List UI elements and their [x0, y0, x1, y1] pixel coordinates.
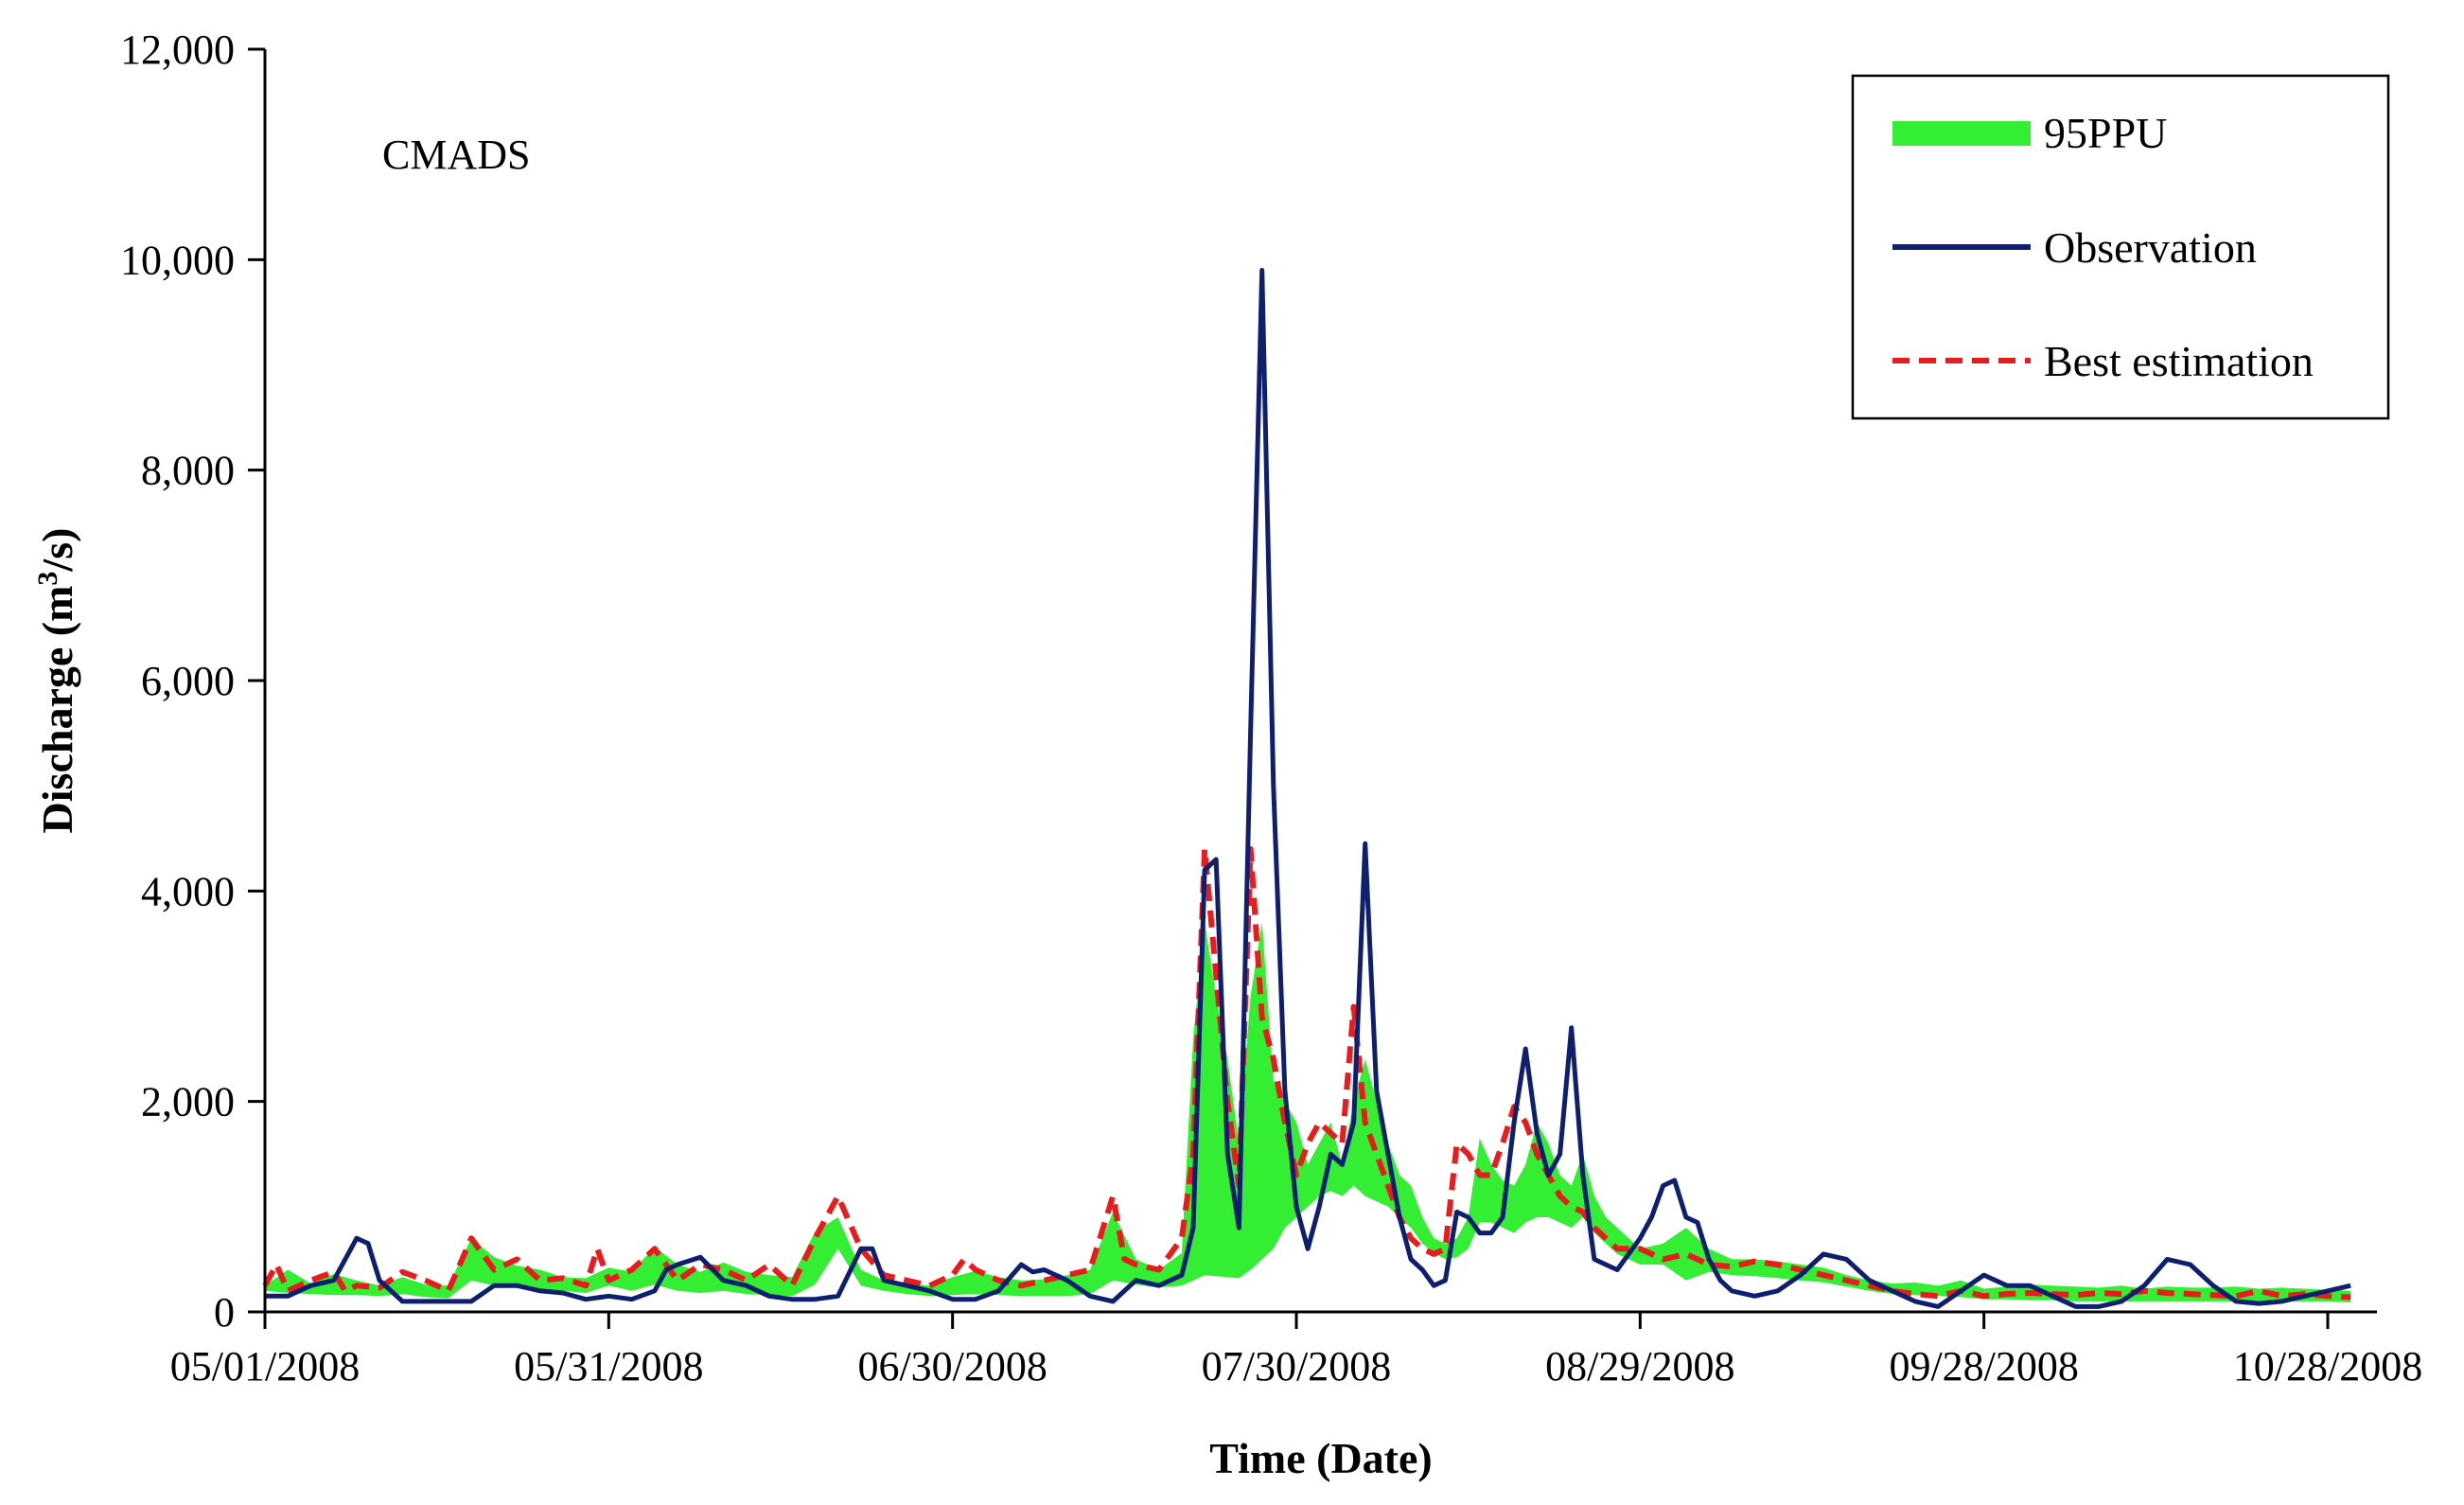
y-axis-title-unit: /s)	[33, 528, 81, 573]
x-tick-label: 05/31/2008	[514, 1343, 703, 1390]
y-tick-label: 2,000	[141, 1079, 235, 1125]
legend-swatch-95ppu	[1892, 121, 2031, 146]
plot-marks	[262, 268, 2351, 1309]
chart-annotation: CMADS	[382, 132, 531, 178]
legend-label-best-estimation: Best estimation	[2044, 337, 2314, 385]
y-tick-label: 10,000	[120, 237, 235, 283]
y-axis-title-main: Discharge (m	[33, 586, 81, 834]
x-ticks: 05/01/2008 05/31/2008 06/30/2008 07/30/2008…	[170, 1312, 2422, 1390]
y-tick-label: 4,000	[141, 868, 235, 914]
legend-label-95ppu: 95PPU	[2044, 109, 2167, 157]
y-tick-label: 12,000	[120, 27, 235, 73]
x-tick-label: 10/28/2008	[2233, 1343, 2422, 1390]
x-tick-label: 06/30/2008	[857, 1343, 1047, 1390]
series-95ppu-band	[265, 922, 2351, 1302]
y-ticks: 0 2,000 4,000 6,000 8,000 10,000 12,000	[120, 27, 265, 1336]
x-tick-label: 09/28/2008	[1889, 1343, 2078, 1390]
x-axis-title: Time (Date)	[1209, 1434, 1432, 1482]
y-tick-label: 6,000	[141, 658, 235, 704]
y-axis-title: Discharge (m3/s)	[32, 528, 81, 834]
y-tick-label: 0	[214, 1289, 235, 1336]
y-axis-title-superscript: 3	[32, 572, 63, 586]
y-tick-label: 8,000	[141, 448, 235, 494]
legend-label-observation: Observation	[2044, 223, 2257, 272]
series-observation-line	[265, 268, 2351, 1309]
x-tick-label: 05/01/2008	[170, 1343, 360, 1390]
x-tick-label: 08/29/2008	[1545, 1343, 1734, 1390]
series-best-estimation-line	[262, 845, 2351, 1301]
x-tick-label: 07/30/2008	[1202, 1343, 1391, 1390]
legend: 95PPU Observation Best estimation	[1851, 74, 2390, 420]
